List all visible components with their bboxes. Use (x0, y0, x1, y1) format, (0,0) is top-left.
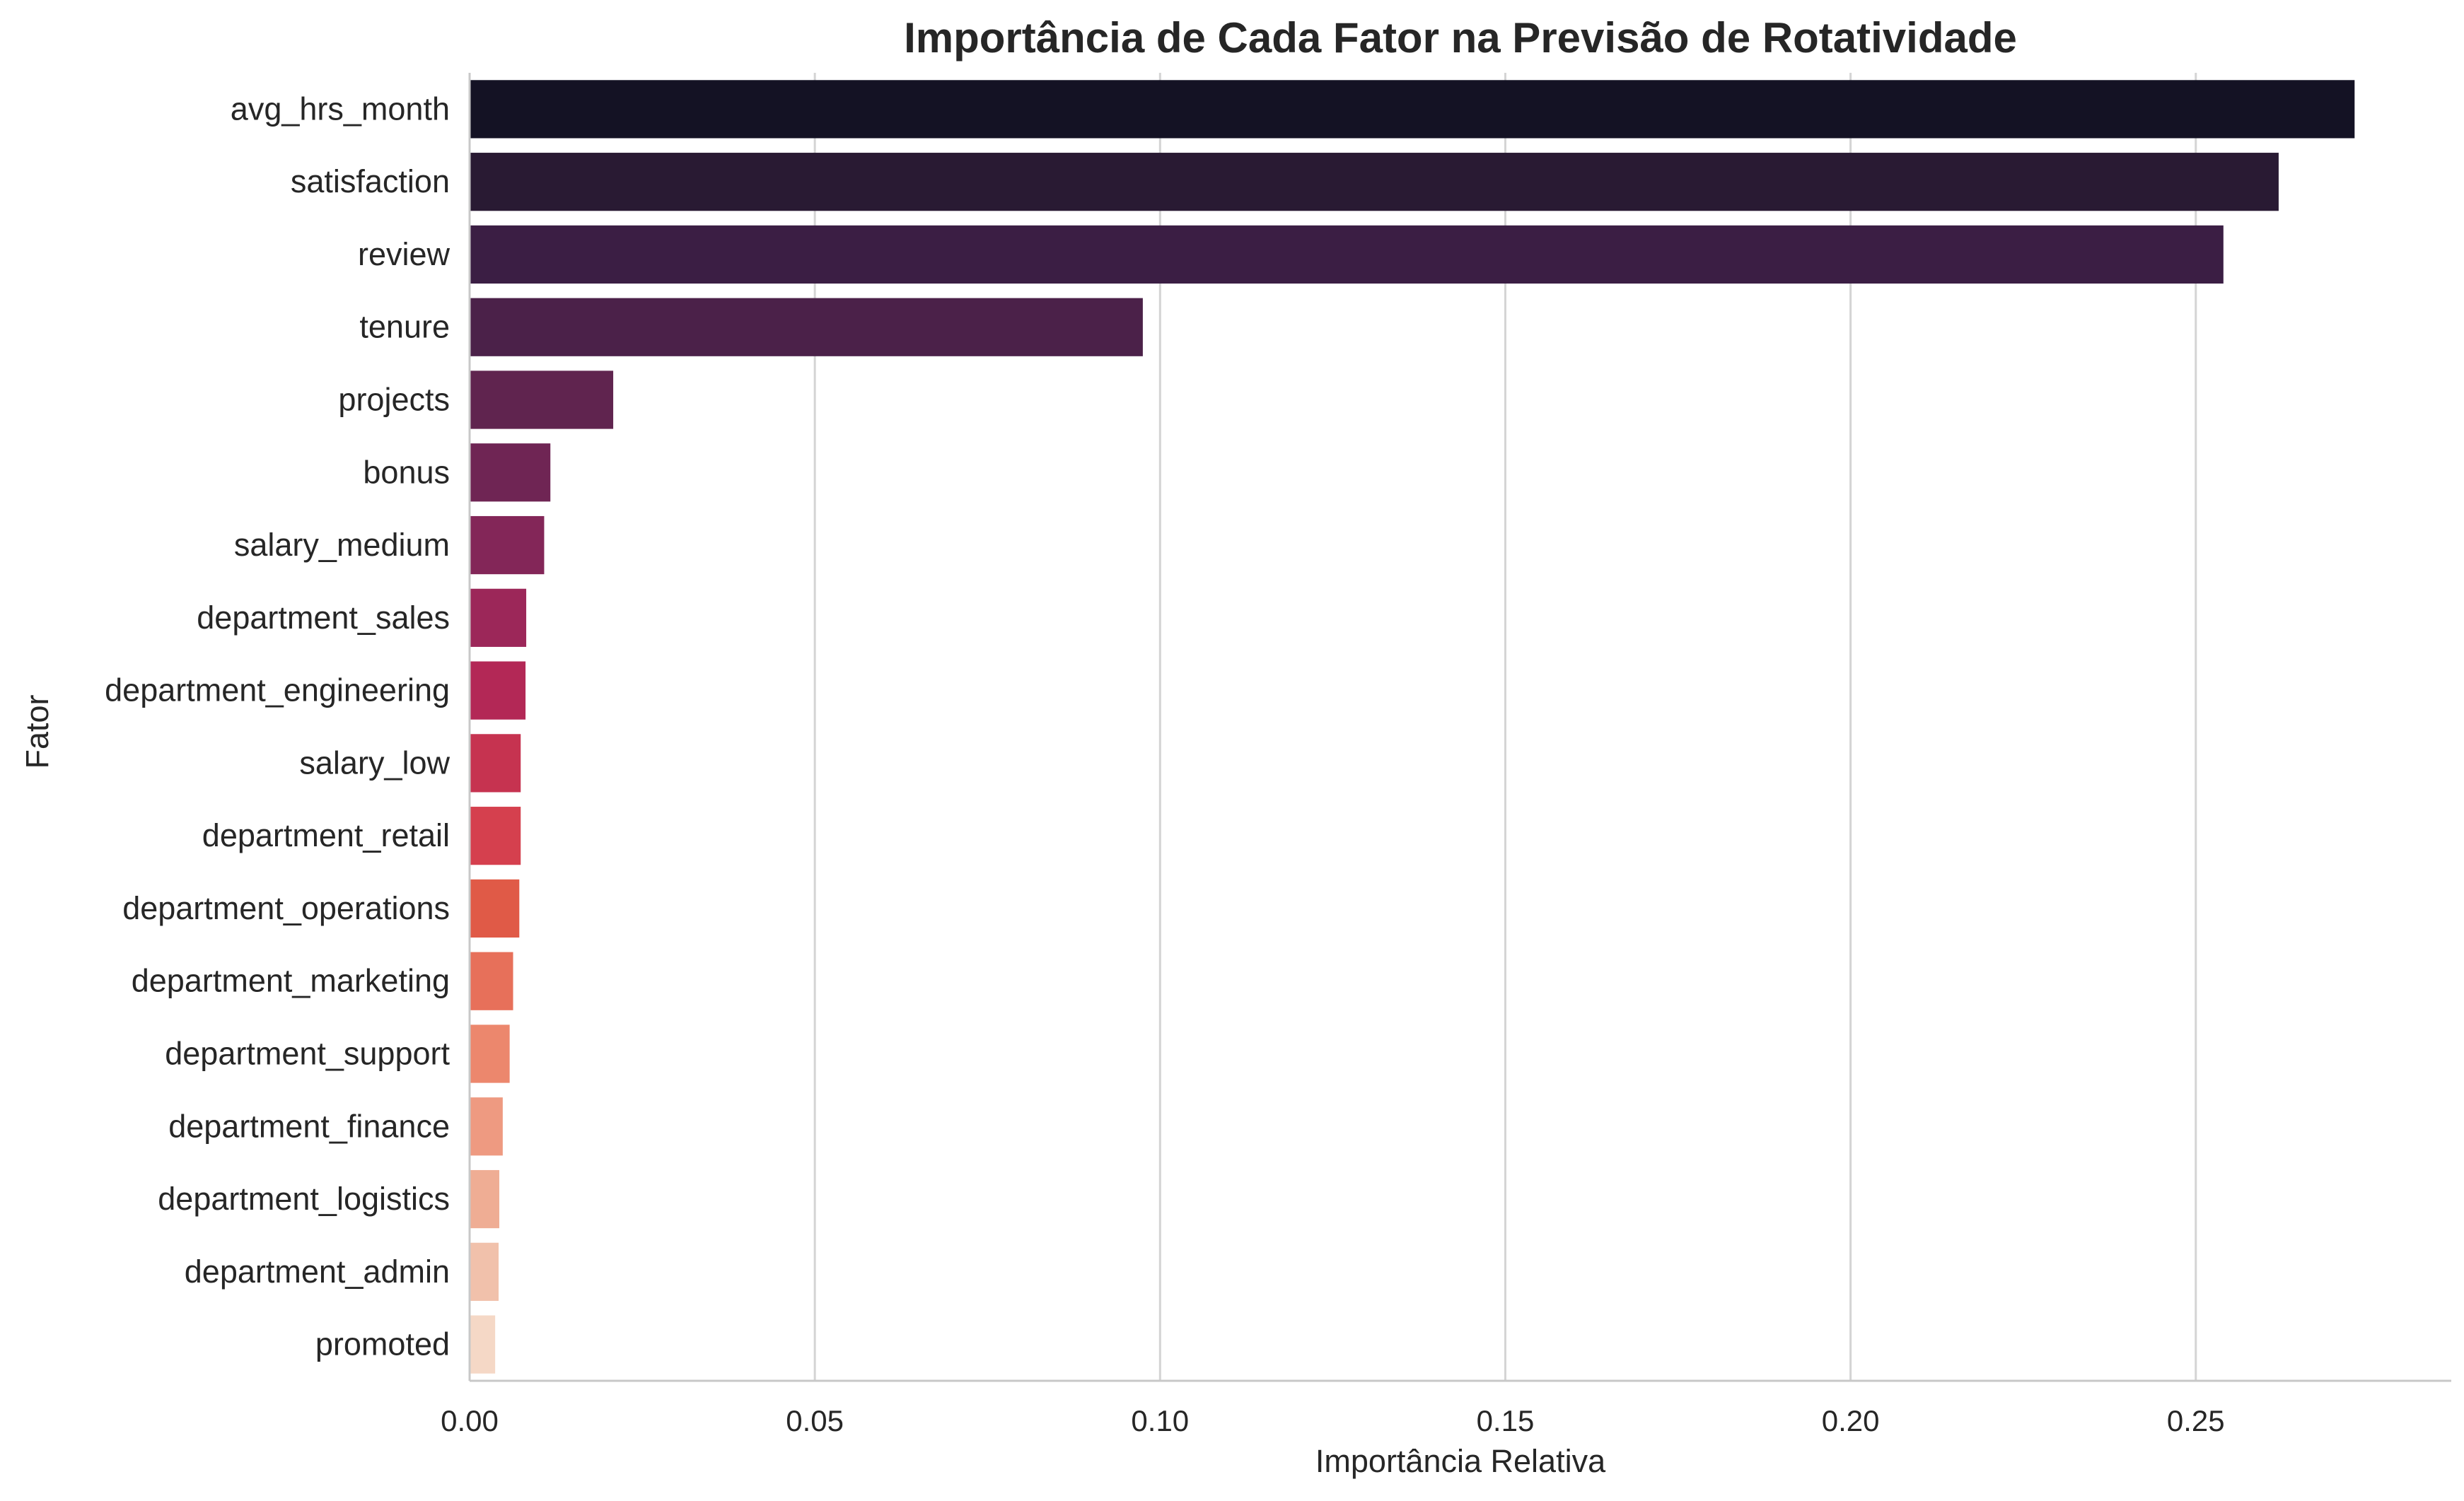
y-tick-label: department_marketing (132, 963, 450, 999)
x-tick-label: 0.25 (2167, 1404, 2225, 1437)
x-tick-label: 0.10 (1131, 1404, 1189, 1437)
y-tick-label: department_retail (202, 817, 450, 853)
y-tick-label: avg_hrs_month (231, 90, 450, 127)
x-tick-label: 0.20 (1822, 1404, 1880, 1437)
bar-department-support (470, 1024, 510, 1083)
y-tick-label: tenure (359, 309, 450, 345)
y-tick-label: salary_medium (234, 527, 450, 563)
bars (470, 80, 2355, 1374)
x-tick-labels: 0.00 0.05 0.10 0.15 0.20 0.25 (441, 1404, 2225, 1437)
bar-department-logistics (470, 1169, 499, 1229)
bar-department-sales (470, 588, 527, 647)
bar-department-marketing (470, 952, 513, 1010)
y-tick-label: promoted (315, 1326, 450, 1362)
bar-review (470, 225, 2224, 284)
bar-department-retail (470, 807, 521, 865)
y-tick-label: department_support (165, 1036, 450, 1072)
y-tick-label: department_engineering (105, 672, 450, 708)
bar-promoted (470, 1315, 496, 1374)
y-tick-label: salary_low (299, 744, 450, 781)
y-axis-label: Fator (19, 694, 55, 769)
bar-department-finance (470, 1097, 503, 1156)
bar-department-operations (470, 879, 520, 938)
y-tick-labels: avg_hrs_month satisfaction review tenure pro… (105, 90, 450, 1362)
y-tick-label: bonus (363, 454, 450, 490)
x-tick-label: 0.05 (786, 1404, 844, 1437)
axes (468, 73, 2451, 1382)
bar-projects (470, 370, 614, 429)
y-tick-label: department_logistics (158, 1181, 450, 1217)
y-tick-label: department_admin (185, 1254, 450, 1290)
bar-department-admin (470, 1242, 499, 1301)
bar-satisfaction (470, 153, 2279, 211)
y-tick-label: review (358, 236, 451, 272)
x-axis-label: Importância Relativa (1315, 1443, 1606, 1479)
bar-department-engineering (470, 661, 526, 720)
bar-tenure (470, 298, 1143, 356)
bar-salary-low (470, 734, 521, 793)
chart-title: Importância de Cada Fator na Previsão de… (904, 14, 2017, 62)
y-tick-label: projects (338, 382, 450, 418)
gridlines (813, 73, 2197, 1381)
y-tick-label: department_operations (122, 890, 450, 926)
x-tick-label: 0.00 (441, 1404, 499, 1437)
y-tick-label: satisfaction (291, 163, 450, 199)
bar-bonus (470, 443, 551, 502)
y-tick-label: department_sales (197, 600, 450, 636)
y-tick-label: department_finance (168, 1108, 450, 1144)
bar-salary-medium (470, 515, 545, 575)
x-tick-label: 0.15 (1477, 1404, 1535, 1437)
bar-avg-hrs-month (470, 80, 2355, 139)
